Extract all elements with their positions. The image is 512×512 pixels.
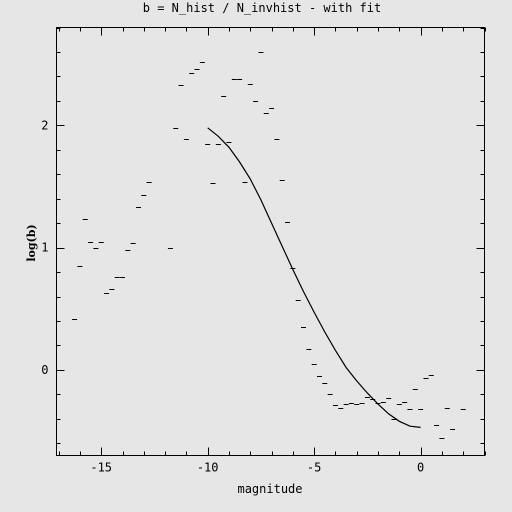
y-tick-label: 2 [41, 118, 48, 132]
x-axis-label: magnitude [237, 482, 302, 496]
chart-title: b = N_hist / N_invhist - with fit [143, 1, 381, 15]
y-axis: 0 1 2 [41, 28, 485, 444]
x-tick-label: -10 [197, 461, 219, 475]
y-tick-label: 0 [41, 363, 48, 377]
y-axis-label: log(b) [25, 224, 38, 261]
fit-curve [207, 127, 421, 428]
x-axis: -15 -10 -5 0 [59, 27, 486, 475]
data-points [72, 52, 466, 439]
x-tick-label: -5 [307, 461, 321, 475]
y-tick-label: 1 [41, 241, 48, 255]
fit-curve-group [207, 127, 421, 428]
plot-frame [56, 27, 485, 456]
x-tick-label: 0 [417, 461, 424, 475]
x-tick-label: -15 [90, 461, 112, 475]
